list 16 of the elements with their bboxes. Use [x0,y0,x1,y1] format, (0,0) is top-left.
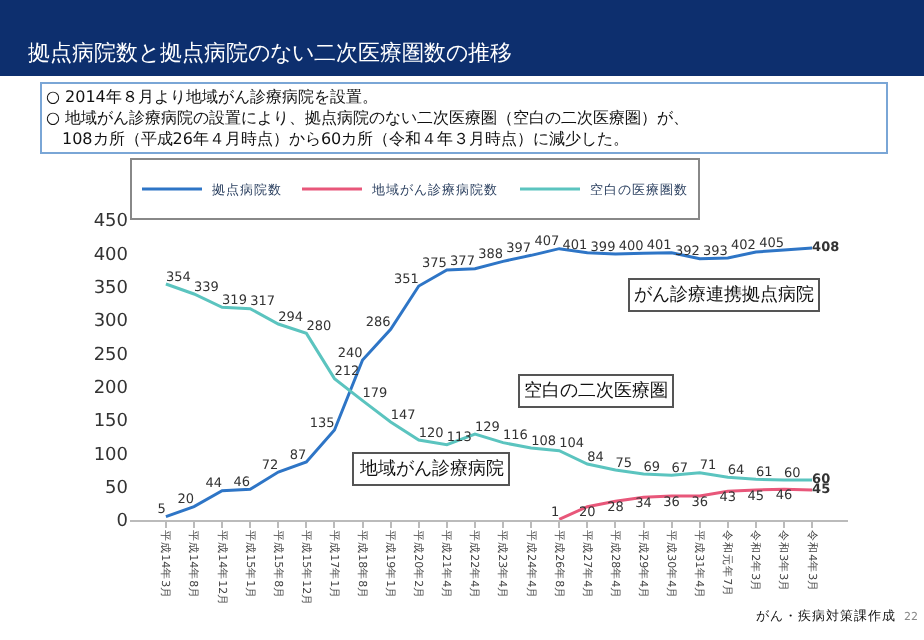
y-tick-label: 350 [93,278,129,299]
annotation: がん診療連携拠点病院 [634,284,814,306]
y-tick-label: 200 [93,378,129,399]
y-tick-label: 150 [93,412,129,433]
y-tick-label: 0 [116,512,129,533]
y-tick-label: 400 [93,245,129,266]
annotation: 地域がん診療病院 [358,458,504,480]
y-tick-label: 100 [93,445,129,466]
annotation: 空白の二次医療圏 [524,380,668,402]
y-tick-label: 250 [93,345,129,366]
chart-subtitle: ○ 2014年８月より地域がん診療病院を設置。 ○ 地域がん診療病院の設置により、拠点病院のない二次医療圏（空白の二次医療圏）が、 108カ所（平成26年４月時点）から60カ所（令和４年３月時点）に減少した。 [46,88,690,148]
line-series [557,487,814,520]
y-tick-label: 450 [93,212,129,233]
y-tick-label: 300 [93,312,129,333]
y-tick-label: 50 [105,478,129,499]
chart-title: 拠点病院数と拠点病院のない二次医療圏数の推移 [27,39,512,66]
